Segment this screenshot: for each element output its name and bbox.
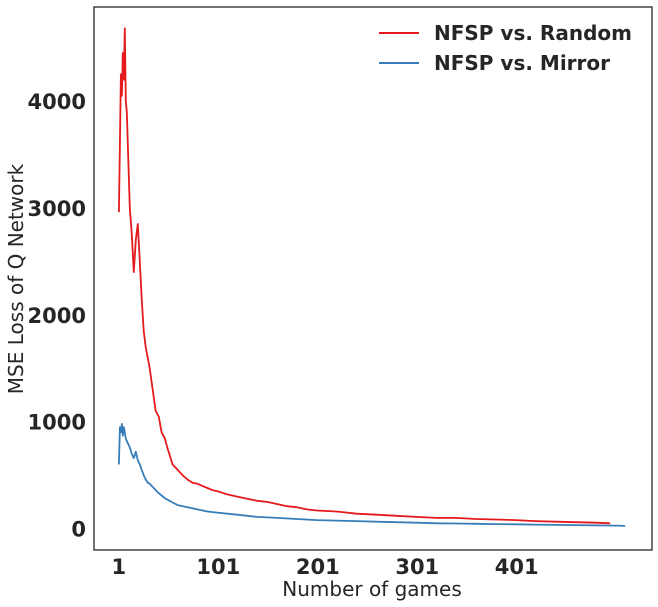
y-tick-label: 4000 (28, 90, 86, 114)
legend: NFSP vs. Random NFSP vs. Mirror (379, 21, 632, 75)
y-tick-label: 3000 (28, 197, 86, 221)
y-tick-label: 2000 (28, 304, 86, 328)
legend-label: NFSP vs. Mirror (434, 51, 610, 75)
y-tick-label: 0 (71, 518, 86, 542)
series-line-2 (118, 422, 626, 527)
y-axis-ticks: 0 1000 2000 3000 4000 (28, 90, 86, 542)
series-lines (118, 27, 626, 527)
x-tick-label: 201 (296, 555, 340, 579)
x-tick-label: 1 (112, 555, 127, 579)
x-axis-label: Number of games (282, 577, 462, 601)
x-tick-label: 401 (495, 555, 539, 579)
x-tick-label: 101 (196, 555, 240, 579)
y-axis-label: MSE Loss of Q Network (4, 163, 28, 394)
legend-label: NFSP vs. Random (434, 21, 632, 45)
plot-area (93, 6, 653, 551)
y-tick-label: 1000 (28, 411, 86, 435)
x-axis-ticks: 1 101 201 301 401 (112, 555, 539, 579)
x-tick-label: 301 (395, 555, 439, 579)
series-line-1 (118, 27, 611, 525)
